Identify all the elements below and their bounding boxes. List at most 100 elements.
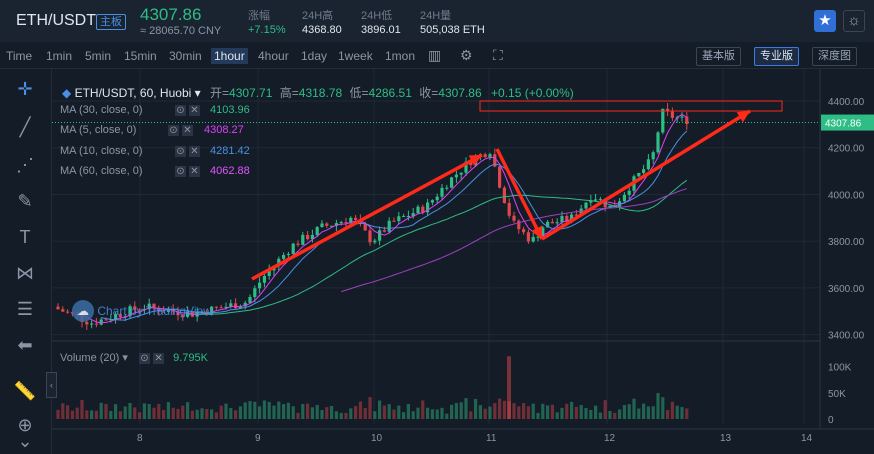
ruler-icon[interactable]: 📏 — [13, 381, 37, 401]
close-icon[interactable]: ✕ — [189, 166, 200, 177]
close-icon[interactable]: ✕ — [153, 353, 165, 364]
star-icon[interactable]: ★ — [814, 10, 836, 32]
candle-body — [66, 311, 70, 313]
eye-icon[interactable]: ⊙ — [138, 353, 150, 364]
eye-icon[interactable]: ⊙ — [175, 105, 186, 116]
brush-icon[interactable]: ✎ — [17, 191, 33, 211]
volume-bar — [579, 405, 583, 419]
settings-icon[interactable]: ⚙ — [460, 47, 473, 63]
volume-bar — [238, 406, 242, 419]
candle-body — [646, 159, 650, 170]
volume-bar — [181, 405, 185, 419]
close-icon[interactable]: ✕ — [189, 146, 200, 157]
close-icon[interactable]: ✕ — [182, 125, 193, 136]
indicator-ma5-label[interactable]: MA (5, close, 0) — [60, 124, 137, 136]
volume-bar — [507, 356, 511, 419]
volume-bar — [128, 402, 132, 419]
indicator-ma30-label[interactable]: MA (30, close, 0) — [60, 104, 143, 116]
timeframe-4hour[interactable]: 4hour — [258, 49, 289, 63]
pattern-icon[interactable]: ⋈ — [16, 263, 34, 283]
timeframe-time[interactable]: Time — [6, 49, 33, 63]
volume-bar — [464, 398, 468, 419]
fork-icon[interactable]: ⋰ — [16, 155, 34, 175]
volume-bar — [171, 407, 175, 419]
volume-bar — [526, 406, 530, 419]
candle-body — [147, 303, 151, 310]
close-icon[interactable]: ✕ — [189, 105, 200, 116]
sun-icon[interactable]: ☼ — [843, 10, 865, 32]
volume-bar — [478, 405, 482, 419]
volume-bar — [373, 411, 377, 419]
collapse-panel-button[interactable]: ‹ — [46, 372, 57, 398]
indicator-ma10-label[interactable]: MA (10, close, 0) — [60, 145, 143, 157]
volume-bar — [483, 408, 487, 419]
chevron-down-icon[interactable]: ⌄ — [17, 431, 33, 451]
y-tick-label: 4000.00 — [828, 190, 865, 201]
volume-bar — [296, 412, 300, 419]
candle-body — [454, 174, 458, 178]
candle-body — [661, 108, 665, 133]
volume-bar — [646, 406, 650, 419]
volume-bar — [440, 407, 444, 419]
candle-body — [402, 216, 406, 218]
volume-bar — [138, 412, 142, 419]
version-basic[interactable]: 基本版 — [696, 47, 741, 66]
trend-arrow-up-2 — [541, 109, 751, 241]
candle-body — [637, 172, 641, 177]
y-tick-label: 3600.00 — [828, 284, 865, 295]
volume-bar — [133, 407, 137, 419]
version-pro[interactable]: 专业版 — [754, 47, 799, 66]
candle-body — [99, 319, 103, 325]
volume-bar — [570, 401, 574, 419]
volume-bar — [613, 412, 617, 419]
volume-label[interactable]: Volume (20) — [60, 352, 120, 364]
volume-bar — [315, 404, 319, 419]
timeframe-1week[interactable]: 1week — [338, 49, 373, 63]
indicator-ma60-label[interactable]: MA (60, close, 0) — [60, 165, 143, 177]
legend-high-label: 高= — [279, 86, 299, 100]
fib-icon[interactable]: ☰ — [16, 299, 34, 319]
zoom-in-icon[interactable]: ⊕ — [17, 415, 33, 435]
candle-body — [248, 297, 252, 303]
version-depth[interactable]: 深度图 — [812, 47, 857, 66]
candle-body — [382, 230, 386, 232]
crosshair-icon[interactable]: ✛ — [17, 79, 33, 99]
candle-type-icon[interactable]: ▥ — [428, 47, 442, 63]
volume-bar — [224, 403, 228, 419]
candle-body — [229, 303, 233, 307]
candle-body — [291, 243, 295, 254]
candle-body — [570, 214, 574, 221]
candle-body — [536, 236, 540, 238]
timeframe-5min[interactable]: 5min — [85, 49, 112, 63]
ma5-line — [76, 113, 688, 324]
candle-body — [574, 214, 578, 216]
volume-bar — [397, 405, 401, 419]
eye-icon[interactable]: ⊙ — [168, 125, 179, 136]
timeframe-30min[interactable]: 30min — [169, 49, 202, 63]
x-tick-label: 9 — [255, 433, 261, 444]
volume-bar — [598, 412, 602, 419]
price-chart[interactable]: 4400.00 4200.00 4000.00 3800.00 3600.00 3400.… — [52, 69, 874, 454]
text-icon[interactable]: T — [19, 227, 31, 247]
tradingview-logo-icon: ☁ — [72, 300, 94, 322]
trendline-icon[interactable]: ╱ — [19, 117, 31, 137]
timeframe-1min[interactable]: 1min — [46, 49, 73, 63]
eye-icon[interactable]: ⊙ — [175, 166, 186, 177]
chart-legend-icon[interactable]: ◆ — [62, 86, 72, 100]
timeframe-15min[interactable]: 15min — [124, 49, 157, 63]
candle-body — [277, 258, 281, 267]
timeframe-1hour[interactable]: 1hour — [211, 48, 248, 64]
fullscreen-icon[interactable]: ⛶ — [493, 47, 503, 63]
timeframe-1day[interactable]: 1day — [301, 49, 328, 63]
candle-body — [507, 203, 511, 216]
volume-bar — [502, 400, 506, 419]
volume-bar — [637, 408, 641, 419]
x-tick-label: 14 — [801, 433, 813, 444]
legend-title[interactable]: ETH/USDT, 60, Huobi — [74, 86, 192, 100]
ma60-line — [341, 188, 687, 293]
back-arrow-icon[interactable]: ⬅ — [17, 335, 33, 355]
symbol-name[interactable]: ETH/USDT — [16, 12, 96, 29]
volume-bar — [450, 404, 454, 419]
timeframe-1mon[interactable]: 1mon — [385, 49, 416, 63]
eye-icon[interactable]: ⊙ — [175, 146, 186, 157]
